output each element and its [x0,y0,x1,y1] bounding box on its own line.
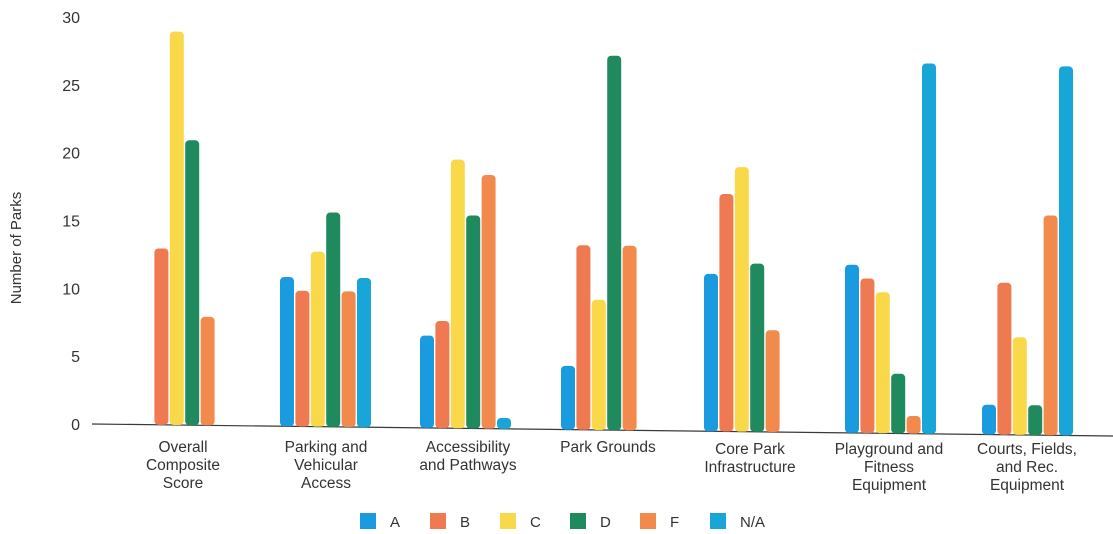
legend-label: C [530,514,541,531]
bar-a-5 [845,264,859,433]
bar-d-3 [607,55,622,431]
bar-na-6 [1059,66,1073,436]
legend-label: D [600,514,611,531]
bar-c-4 [734,167,749,432]
bar-f-4 [765,330,780,432]
x-category-label: Core Park Infrastructure [704,441,795,476]
bar-d-2 [466,215,481,429]
y-tick-label: 15 [62,214,80,231]
bar-na-2 [497,417,511,429]
legend-label: B [460,514,470,531]
legend-swatch [430,513,446,529]
bar-b-2 [435,320,450,429]
legend-label: A [390,514,400,531]
bar-d-5 [891,373,906,434]
x-category-label: Accessibility and Pathways [419,439,517,474]
y-tick-label: 20 [62,146,80,163]
bar-na-1 [357,277,371,428]
x-category-label: Courts, Fields, and Rec. Equipment [977,441,1077,494]
bar-b-4 [719,194,734,432]
y-tick-label: 5 [71,349,80,366]
bar-a-1 [280,277,294,427]
y-axis-title: Number of Parks [8,192,25,305]
x-category-label: Parking and Vehicular Access [285,439,368,492]
bar-d-0 [185,140,200,426]
bar-c-0 [169,31,184,425]
bar-b-1 [295,290,310,427]
bar-na-5 [922,63,936,434]
bar-c-1 [310,251,325,427]
bar-f-0 [200,316,215,426]
bar-a-4 [704,273,718,432]
bar-f-3 [622,245,637,431]
legend-swatch [710,513,726,529]
bar-d-6 [1028,405,1043,436]
y-tick-label: 25 [62,78,80,95]
x-category-label: Park Grounds [560,439,656,456]
y-tick-label: 30 [62,10,80,27]
bar-c-6 [1012,337,1027,435]
bar-d-4 [750,263,765,432]
bar-f-6 [1043,215,1058,436]
bar-c-2 [450,159,465,429]
bar-a-2 [420,335,434,428]
x-axis-line [91,423,1113,437]
bar-b-0 [154,248,169,425]
legend-swatch [500,513,516,529]
bar-c-5 [875,292,890,434]
y-tick-label: 0 [71,417,80,434]
x-category-label: Playground and Fitness Equipment [835,441,944,494]
x-category-label: Overall Composite Score [146,439,220,492]
legend-label: N/A [740,514,765,531]
legend-swatch [360,513,376,529]
bar-a-6 [982,404,996,435]
bar-b-5 [860,278,875,434]
bar-b-6 [997,282,1012,435]
bar-b-3 [576,245,591,430]
bar-f-5 [906,416,921,434]
legend-swatch [640,513,656,529]
y-tick-label: 10 [62,281,80,298]
legend-label: F [670,514,679,531]
bar-f-2 [481,174,496,429]
bar-f-1 [341,291,356,428]
bar-d-1 [326,212,341,427]
legend-swatch [570,513,586,529]
bar-a-3 [561,365,575,430]
bar-c-3 [591,299,606,430]
